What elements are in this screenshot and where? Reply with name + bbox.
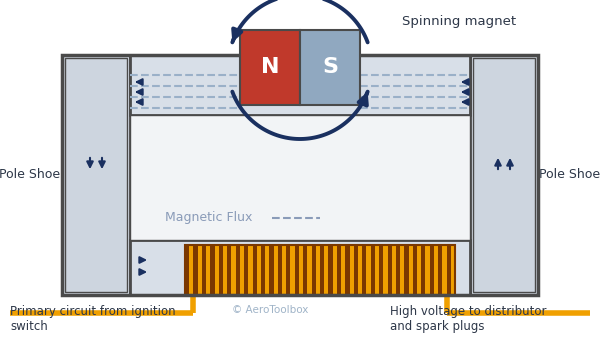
Bar [470,55,538,295]
Bar [320,245,324,295]
Bar [300,30,360,105]
Bar [202,245,206,295]
Bar [311,245,316,295]
Bar [236,245,240,295]
Bar [379,245,383,295]
Bar [227,245,232,295]
Bar [446,245,451,295]
Bar [371,245,375,295]
Bar [278,245,282,295]
Text: Primary circuit from ignition
switch: Primary circuit from ignition switch [10,305,176,333]
Bar [62,55,538,295]
Bar [346,245,350,295]
Bar [240,30,300,105]
Bar [211,245,215,295]
Bar [185,245,189,295]
Bar [362,245,367,295]
Bar [62,55,130,295]
Text: Pole Shoe: Pole Shoe [539,169,600,182]
Text: © AeroToolbox: © AeroToolbox [232,305,308,315]
Bar [185,245,455,295]
Bar [337,245,341,295]
Bar [354,245,358,295]
Text: High voltage to distributor
and spark plugs: High voltage to distributor and spark pl… [390,305,547,333]
Bar [438,245,442,295]
Bar [396,245,400,295]
Bar [303,245,307,295]
Bar [65,58,127,292]
Bar [473,58,535,292]
Bar [244,245,248,295]
Bar [388,245,392,295]
Bar [130,115,470,240]
Bar [413,245,417,295]
Bar [193,245,197,295]
Bar [130,240,470,295]
Text: Pole Shoe: Pole Shoe [0,169,61,182]
Bar [219,245,223,295]
Bar [269,245,274,295]
Text: Spinning magnet: Spinning magnet [402,16,516,29]
Text: S: S [322,57,338,77]
Bar [286,245,290,295]
Bar [185,245,455,295]
Bar [430,245,434,295]
Text: N: N [261,57,279,77]
Bar [253,245,257,295]
Bar [328,245,332,295]
Bar [295,245,299,295]
Text: Magnetic Flux: Magnetic Flux [165,211,253,224]
Bar [421,245,425,295]
Bar [261,245,265,295]
Bar [130,55,470,115]
Bar [404,245,409,295]
